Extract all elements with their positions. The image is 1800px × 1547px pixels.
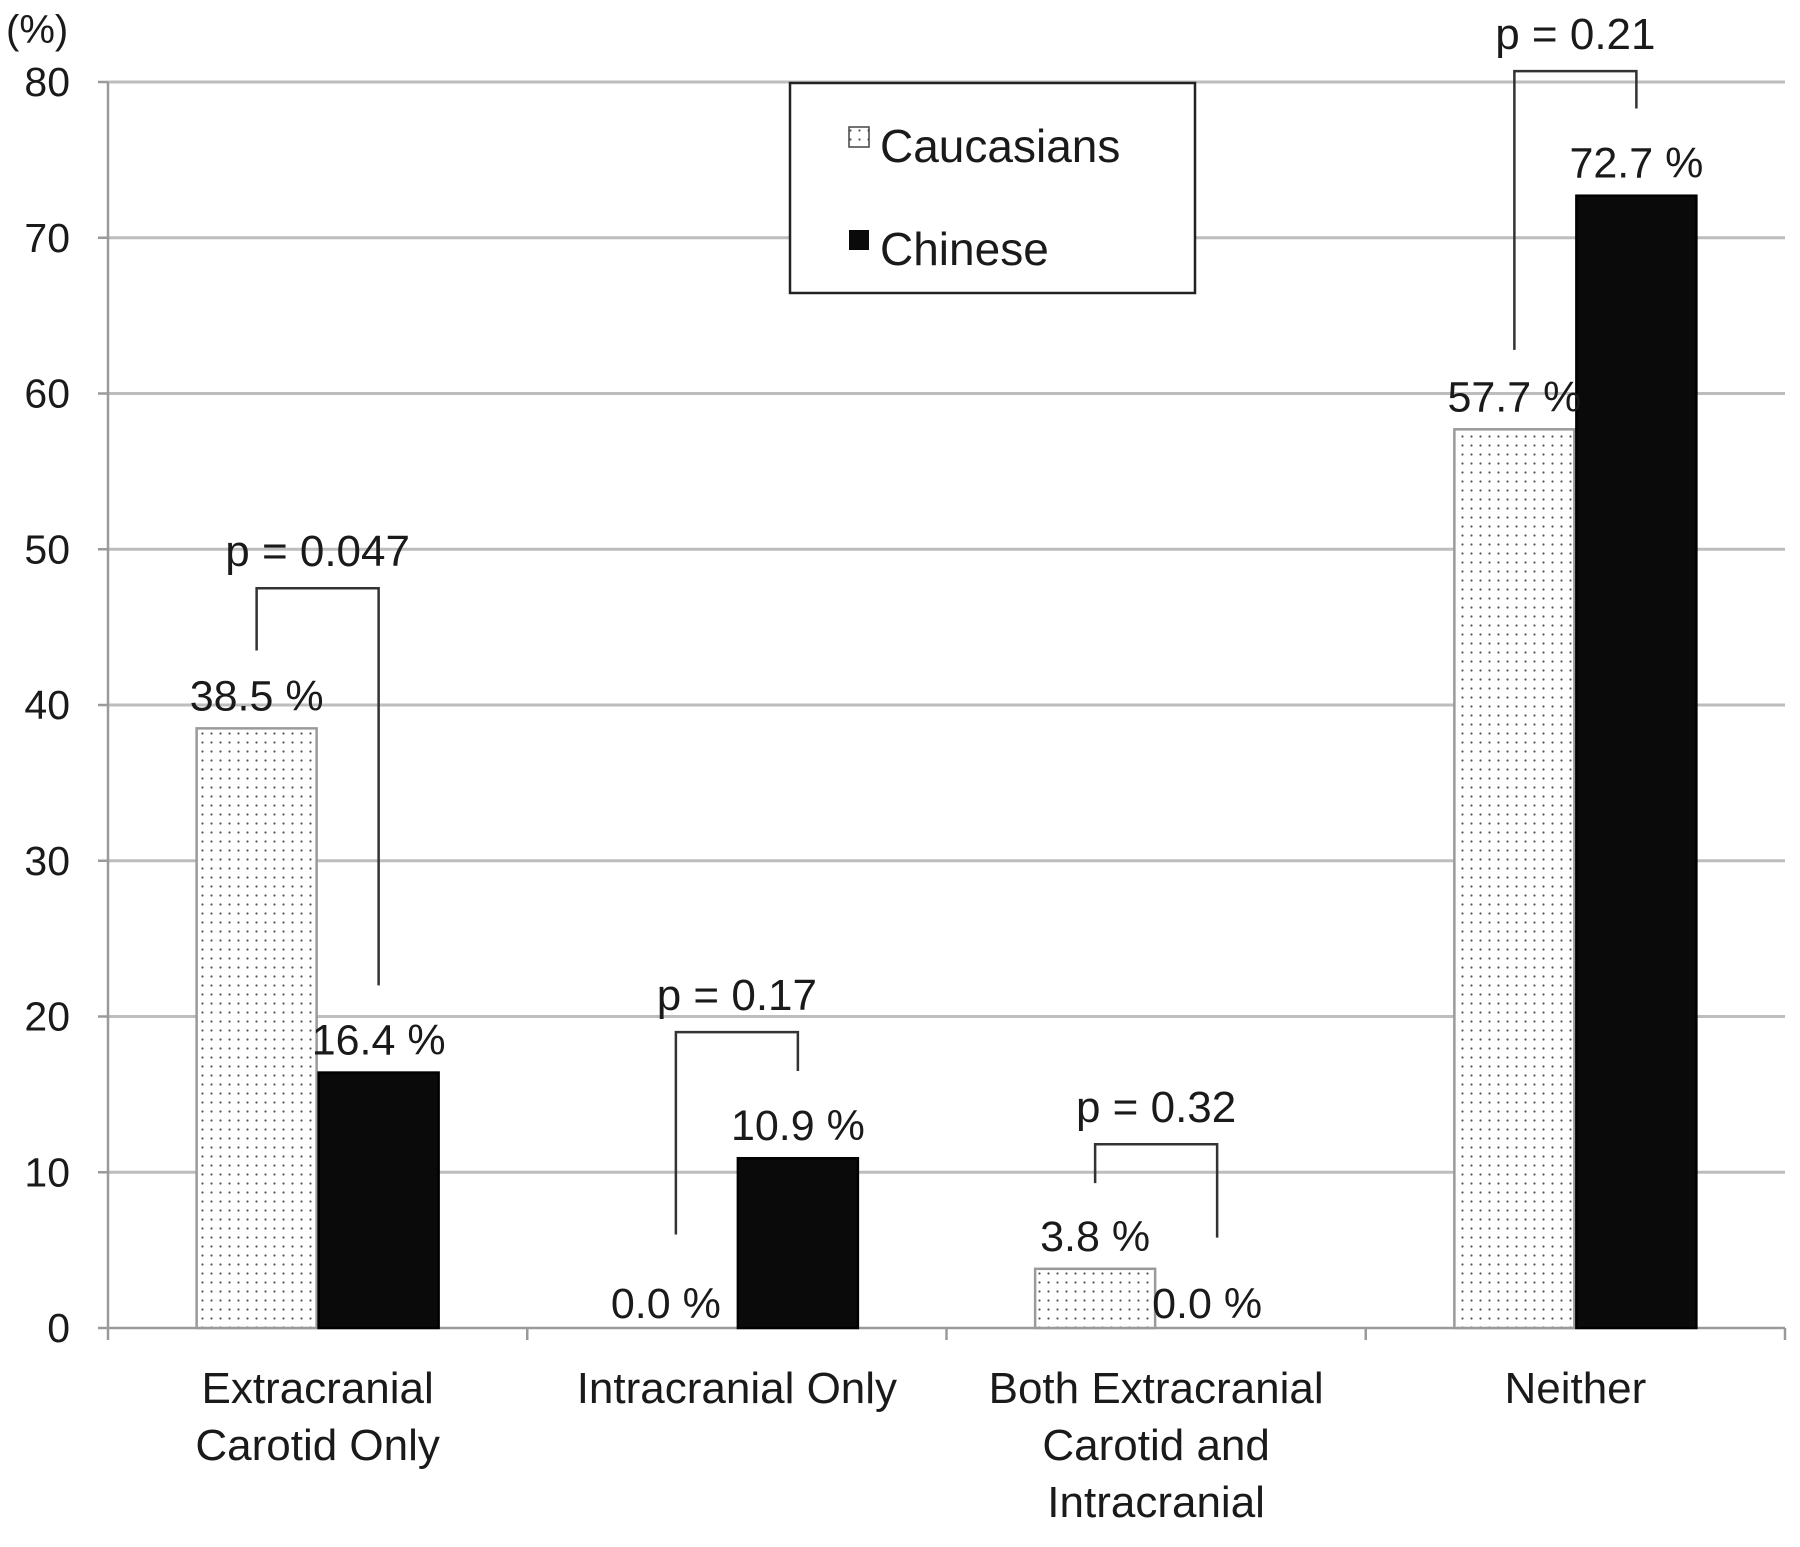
x-category-label-line: Intracranial Only [577, 1364, 897, 1413]
bar-caucasians [1033, 1267, 1157, 1330]
p-value-annotations: p = 0.047 p = 0.17 p = 0.32 p = 0.21 [225, 10, 1656, 1238]
legend-swatch-chinese [849, 230, 869, 250]
x-category-label-line: Intracranial [1047, 1478, 1265, 1527]
x-category-label-line: Neither [1504, 1364, 1646, 1413]
bars [195, 194, 1698, 1330]
bar-chinese [736, 1156, 860, 1330]
y-tick-label: 60 [24, 371, 70, 417]
x-category-label-line: Both Extracranial [989, 1364, 1324, 1413]
legend-label-chinese: Chinese [880, 223, 1049, 275]
p-value-bracket [255, 586, 380, 986]
bar-caucasians [1453, 428, 1576, 1330]
p-value-bracket [1093, 1142, 1219, 1238]
x-category-label: Both Extracranial Carotid and Intracranial [989, 1364, 1324, 1527]
p-value-bracket [674, 1030, 800, 1235]
data-labels: 38.5 %0.0 %3.8 %57.7 %16.4 %10.9 %0.0 %7… [190, 140, 1704, 1328]
y-tick-label: 10 [24, 1149, 70, 1195]
data-label: 0.0 % [611, 1280, 721, 1328]
y-tick-label: 0 [47, 1305, 70, 1351]
p-value-bracket [1513, 69, 1638, 350]
bar-chinese [317, 1071, 440, 1330]
y-tick-label: 20 [24, 994, 70, 1040]
x-category-label-line: Carotid and [1042, 1421, 1269, 1470]
axes: 0 10 20 30 40 50 60 70 80 Extracranial Carotid Onl… [24, 59, 1787, 1527]
data-label: 16.4 % [312, 1017, 446, 1065]
y-axis-unit-label: (%) [6, 8, 68, 52]
data-label: 38.5 % [190, 672, 324, 720]
x-category-label: Extracranial Carotid Only [195, 1364, 440, 1470]
legend-box [788, 81, 1197, 295]
legend: Caucasians Chinese [788, 81, 1197, 295]
p-value-label: p = 0.32 [1076, 1083, 1236, 1132]
x-category-label-line: Carotid Only [195, 1421, 440, 1470]
y-tick-label: 30 [24, 838, 70, 884]
x-category-label-line: Extracranial [201, 1364, 433, 1413]
y-tick-label: 50 [24, 526, 70, 572]
y-tick-label: 40 [24, 682, 70, 728]
p-value-label: p = 0.21 [1495, 10, 1655, 59]
bar-caucasians [195, 727, 318, 1330]
data-label: 3.8 % [1040, 1213, 1150, 1261]
legend-swatch-caucasians [848, 126, 870, 148]
p-value-label: p = 0.047 [225, 527, 410, 576]
y-tick-label: 80 [24, 59, 70, 105]
p-value-label: p = 0.17 [657, 971, 817, 1020]
data-label: 57.7 % [1447, 373, 1581, 421]
bar-chinese [1575, 194, 1698, 1330]
data-label: 0.0 % [1152, 1280, 1262, 1328]
gridlines [108, 80, 1785, 1174]
y-tick-label: 70 [24, 215, 70, 261]
data-label: 72.7 % [1569, 140, 1703, 188]
x-category-label: Neither [1504, 1364, 1646, 1413]
data-label: 10.9 % [731, 1102, 865, 1150]
x-category-label: Intracranial Only [577, 1364, 897, 1413]
legend-label-caucasians: Caucasians [880, 120, 1120, 172]
